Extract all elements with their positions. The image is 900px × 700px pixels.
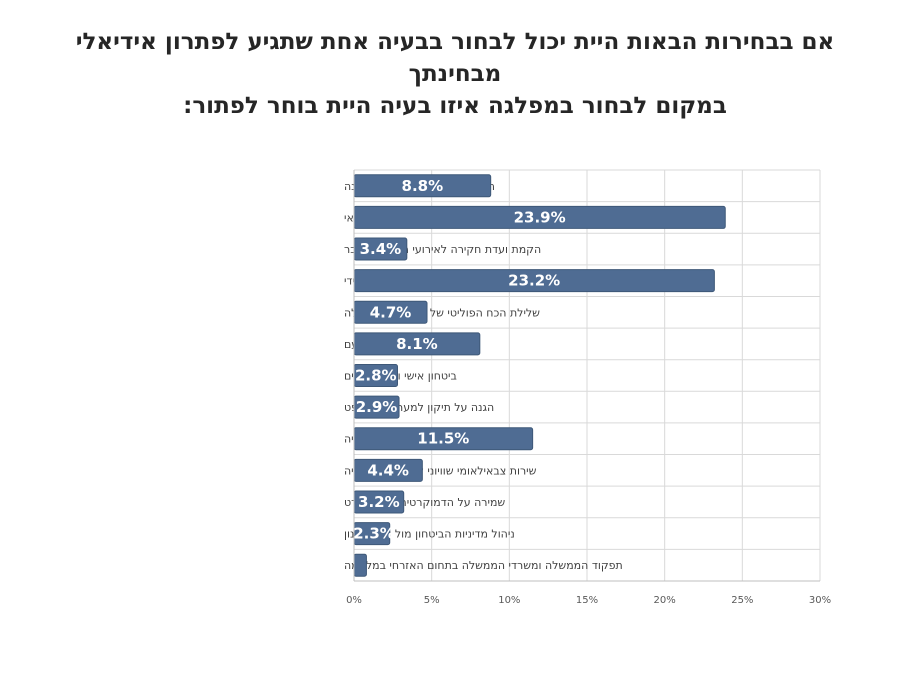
x-tick-label: 5%	[424, 595, 440, 606]
data-label: 2.8%	[355, 367, 397, 385]
x-tick-label: 15%	[576, 595, 598, 606]
data-label: 4.7%	[370, 303, 412, 321]
data-label: 8.1%	[396, 335, 438, 353]
chart-title: אם בבחירות הבאות היית יכול לבחור בבעיה א…	[40, 26, 870, 122]
data-label: 11.5%	[417, 430, 469, 448]
category-label: תפקוד הממשלה ומשרדי הממשלה בתחום האזרחי …	[344, 559, 623, 572]
data-label: 4.4%	[367, 461, 409, 479]
data-label: 3.4%	[360, 240, 402, 258]
x-tick-label: 0%	[346, 595, 362, 606]
x-tick-label: 30%	[809, 595, 831, 606]
chart-title-line-1: אם בבחירות הבאות היית יכול לבחור בבעיה א…	[75, 29, 835, 87]
x-tick-label: 25%	[731, 595, 753, 606]
data-label: 2.3%	[353, 525, 395, 543]
data-label: 3.2%	[358, 493, 400, 511]
data-label: 23.2%	[508, 272, 560, 290]
chart-title-line-2: במקום לבחור במפלגה איזו בעיה היית בוחר ל…	[183, 93, 727, 119]
x-tick-label: 10%	[498, 595, 520, 606]
data-label: 2.9%	[356, 398, 398, 416]
x-tick-label: 20%	[654, 595, 676, 606]
bar	[353, 553, 367, 577]
data-label: 8.8%	[402, 177, 444, 195]
data-label: 23.9%	[514, 208, 566, 226]
